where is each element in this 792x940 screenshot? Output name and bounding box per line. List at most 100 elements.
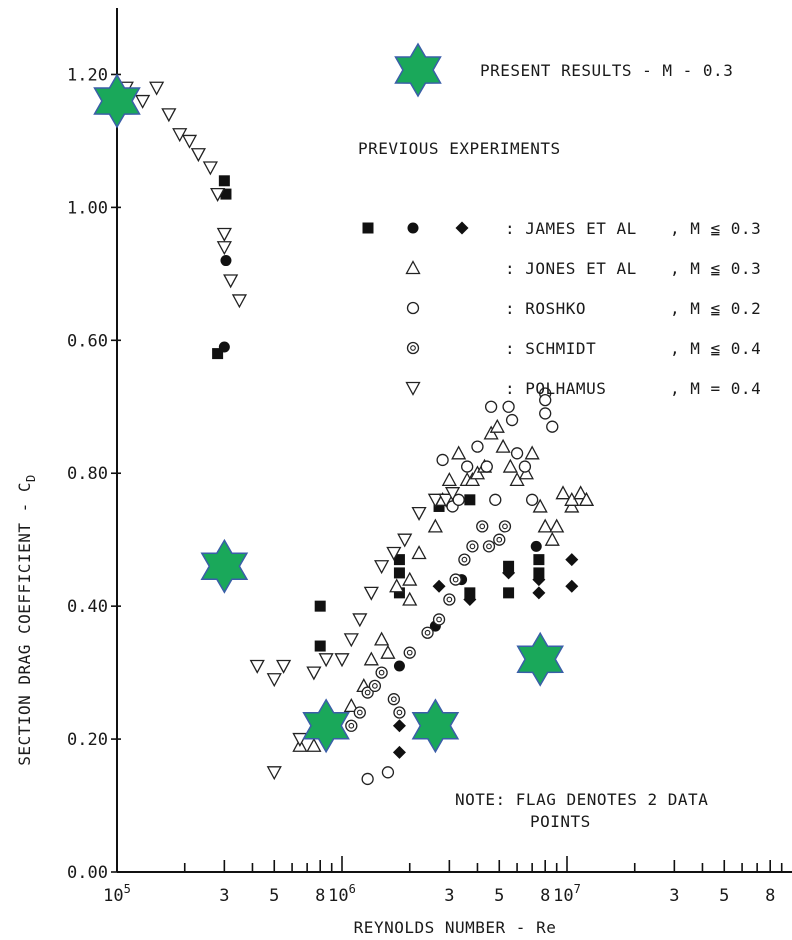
roshko-circle-open-point [502,400,515,413]
legend-entries: : JAMES ET AL , M ≦ 0.3: JONES ET AL , M ≦… [362,219,761,398]
polhamus-triangle-down-point [343,633,359,648]
schmidt-double-circle-point-outer [458,553,471,566]
polhamus-triangle-down-point [363,586,379,601]
y-axis-label-subscript: D [24,474,38,482]
schmidt-double-circle-point-outer [449,573,462,586]
jones-et-al-triangle-point [374,631,390,646]
schmidt-double-circle-point-outer [443,593,456,606]
legend-marker-circle [407,222,419,234]
schmidt-double-circle-point-inner [479,523,486,530]
james-et-al-square-point [393,567,405,579]
legend-marker-diamond [455,221,469,235]
james-et-al-diamond-point [392,745,406,759]
schmidt-double-circle-point [421,626,434,639]
james-et-al-circle-point [220,255,232,267]
jones-et-al-triangle-point [441,472,457,487]
schmidt-double-circle-point-inner [348,722,355,729]
schmidt-double-circle-point [498,520,512,533]
jones-et-al-triangle-point [343,697,359,712]
roshko-circle-open-point [489,493,502,506]
schmidt-double-circle-point [345,719,358,732]
schmidt-double-circle-point-inner [378,669,385,676]
jones-et-al-triangle-point [555,485,571,500]
polhamus-triangle-down-point [386,546,402,561]
schmidt-double-circle-point [368,679,382,693]
roshko-circle-open-point [436,453,449,467]
schmidt-double-circle-point-inner [396,709,403,716]
legend-marker-triangle [405,260,421,275]
james-et-al-circle-point [530,540,542,552]
roshko-circle-open-point [546,420,559,433]
polhamus-triangle-down-point [223,274,239,289]
james-et-al-square-point [220,188,232,200]
james-et-al-square-point [464,494,476,506]
schmidt-double-circle-point [458,553,471,566]
jones-et-al-triangle-point [411,545,427,560]
james-et-al-square-point [393,587,405,599]
james-et-al-diamond-point [502,566,516,580]
note: NOTE: FLAG DENOTES 2 DATA POINTS [455,790,708,831]
y-tick-label: 0.60 [67,331,108,351]
polhamus-triangle-down-point [202,161,218,176]
legend-previous-title: PREVIOUS EXPERIMENTS [358,139,561,158]
roshko-circle-open-point [480,460,493,473]
james-et-al-diamond-point [565,553,579,567]
schmidt-double-circle-point-outer [403,646,416,659]
james-et-al-square-point [314,640,326,652]
x-axis-label: REYNOLDS NUMBER - Re [354,918,557,937]
schmidt-double-circle-point-inner [496,536,503,543]
y-tick-label: 1.00 [67,198,108,218]
jones-et-al-triangle-point [363,651,379,666]
x-ticks: 105 3 5 8 106 3 5 8 107 3 5 8 [103,856,783,906]
jones-et-al-triangle-point [451,445,467,460]
y-tick-label: 1.20 [67,65,108,85]
roshko-circle-open-point [484,400,498,413]
x-tick-label: 3 [444,886,454,906]
schmidt-double-circle-point [403,646,416,659]
james-et-al-square-point [433,500,445,512]
schmidt-double-circle-point-inner [469,543,476,550]
jones-et-al-triangle-point [402,591,418,606]
polhamus-triangle-down-point [318,653,334,668]
schmidt-double-circle-point [375,666,388,679]
polhamus-triangle-down-point [266,673,282,688]
schmidt-double-circle-point [493,533,506,546]
legend-entry-name: : JONES ET AL [505,259,637,278]
schmidt-double-circle-point-outer [498,520,512,533]
polhamus-triangle-down-point [374,560,390,575]
jones-et-al-triangle-point [544,531,560,546]
legend-marker-circle-open [406,301,420,315]
jones-et-al-triangle-point [489,418,505,433]
legend-entry-condition: , M ≦ 0.4 [670,339,761,358]
x-tick-label: 106 [328,882,356,906]
note-line-1: NOTE: FLAG DENOTES 2 DATA [455,790,708,809]
jones-et-al-triangle-point [549,518,565,533]
polhamus-triangle-down-point [216,227,232,242]
jones-et-al-triangle-point [578,491,595,506]
schmidt-double-circle-point [476,520,489,533]
schmidt-double-circle-point-inner [364,689,371,696]
jones-et-al-triangle-point [502,458,518,473]
james-et-al-square-point [533,554,545,566]
schmidt-double-circle-point-inner [452,576,459,583]
present-results-m-0-3-star-point [200,538,249,594]
y-tick-label: 0.00 [67,863,108,883]
schmidt-double-circle-point-inner [486,543,492,550]
schmidt-double-circle-point-inner [406,649,413,656]
schmidt-double-circle-point-outer [393,706,406,719]
james-et-al-diamond-point [432,579,446,593]
roshko-circle-open-point [525,493,539,506]
james-et-al-diamond-point [532,573,546,587]
roshko-circle-open-point [471,440,484,453]
polhamus-triangle-down-point [397,533,413,548]
jones-et-al-triangle-point [389,578,405,593]
x-tick-label: 105 [103,882,131,906]
present-results-m-0-3-star-point [516,631,564,687]
james-et-al-diamond-point [532,586,546,600]
polhamus-triangle-down-point [249,659,265,674]
schmidt-double-circle-point-outer [432,613,446,626]
jones-et-al-triangle-point [427,518,443,533]
legend-entry-name: : SCHMIDT [505,339,596,358]
jones-et-al-triangle-point [524,445,540,460]
polhamus-triangle-down-point [161,108,177,123]
